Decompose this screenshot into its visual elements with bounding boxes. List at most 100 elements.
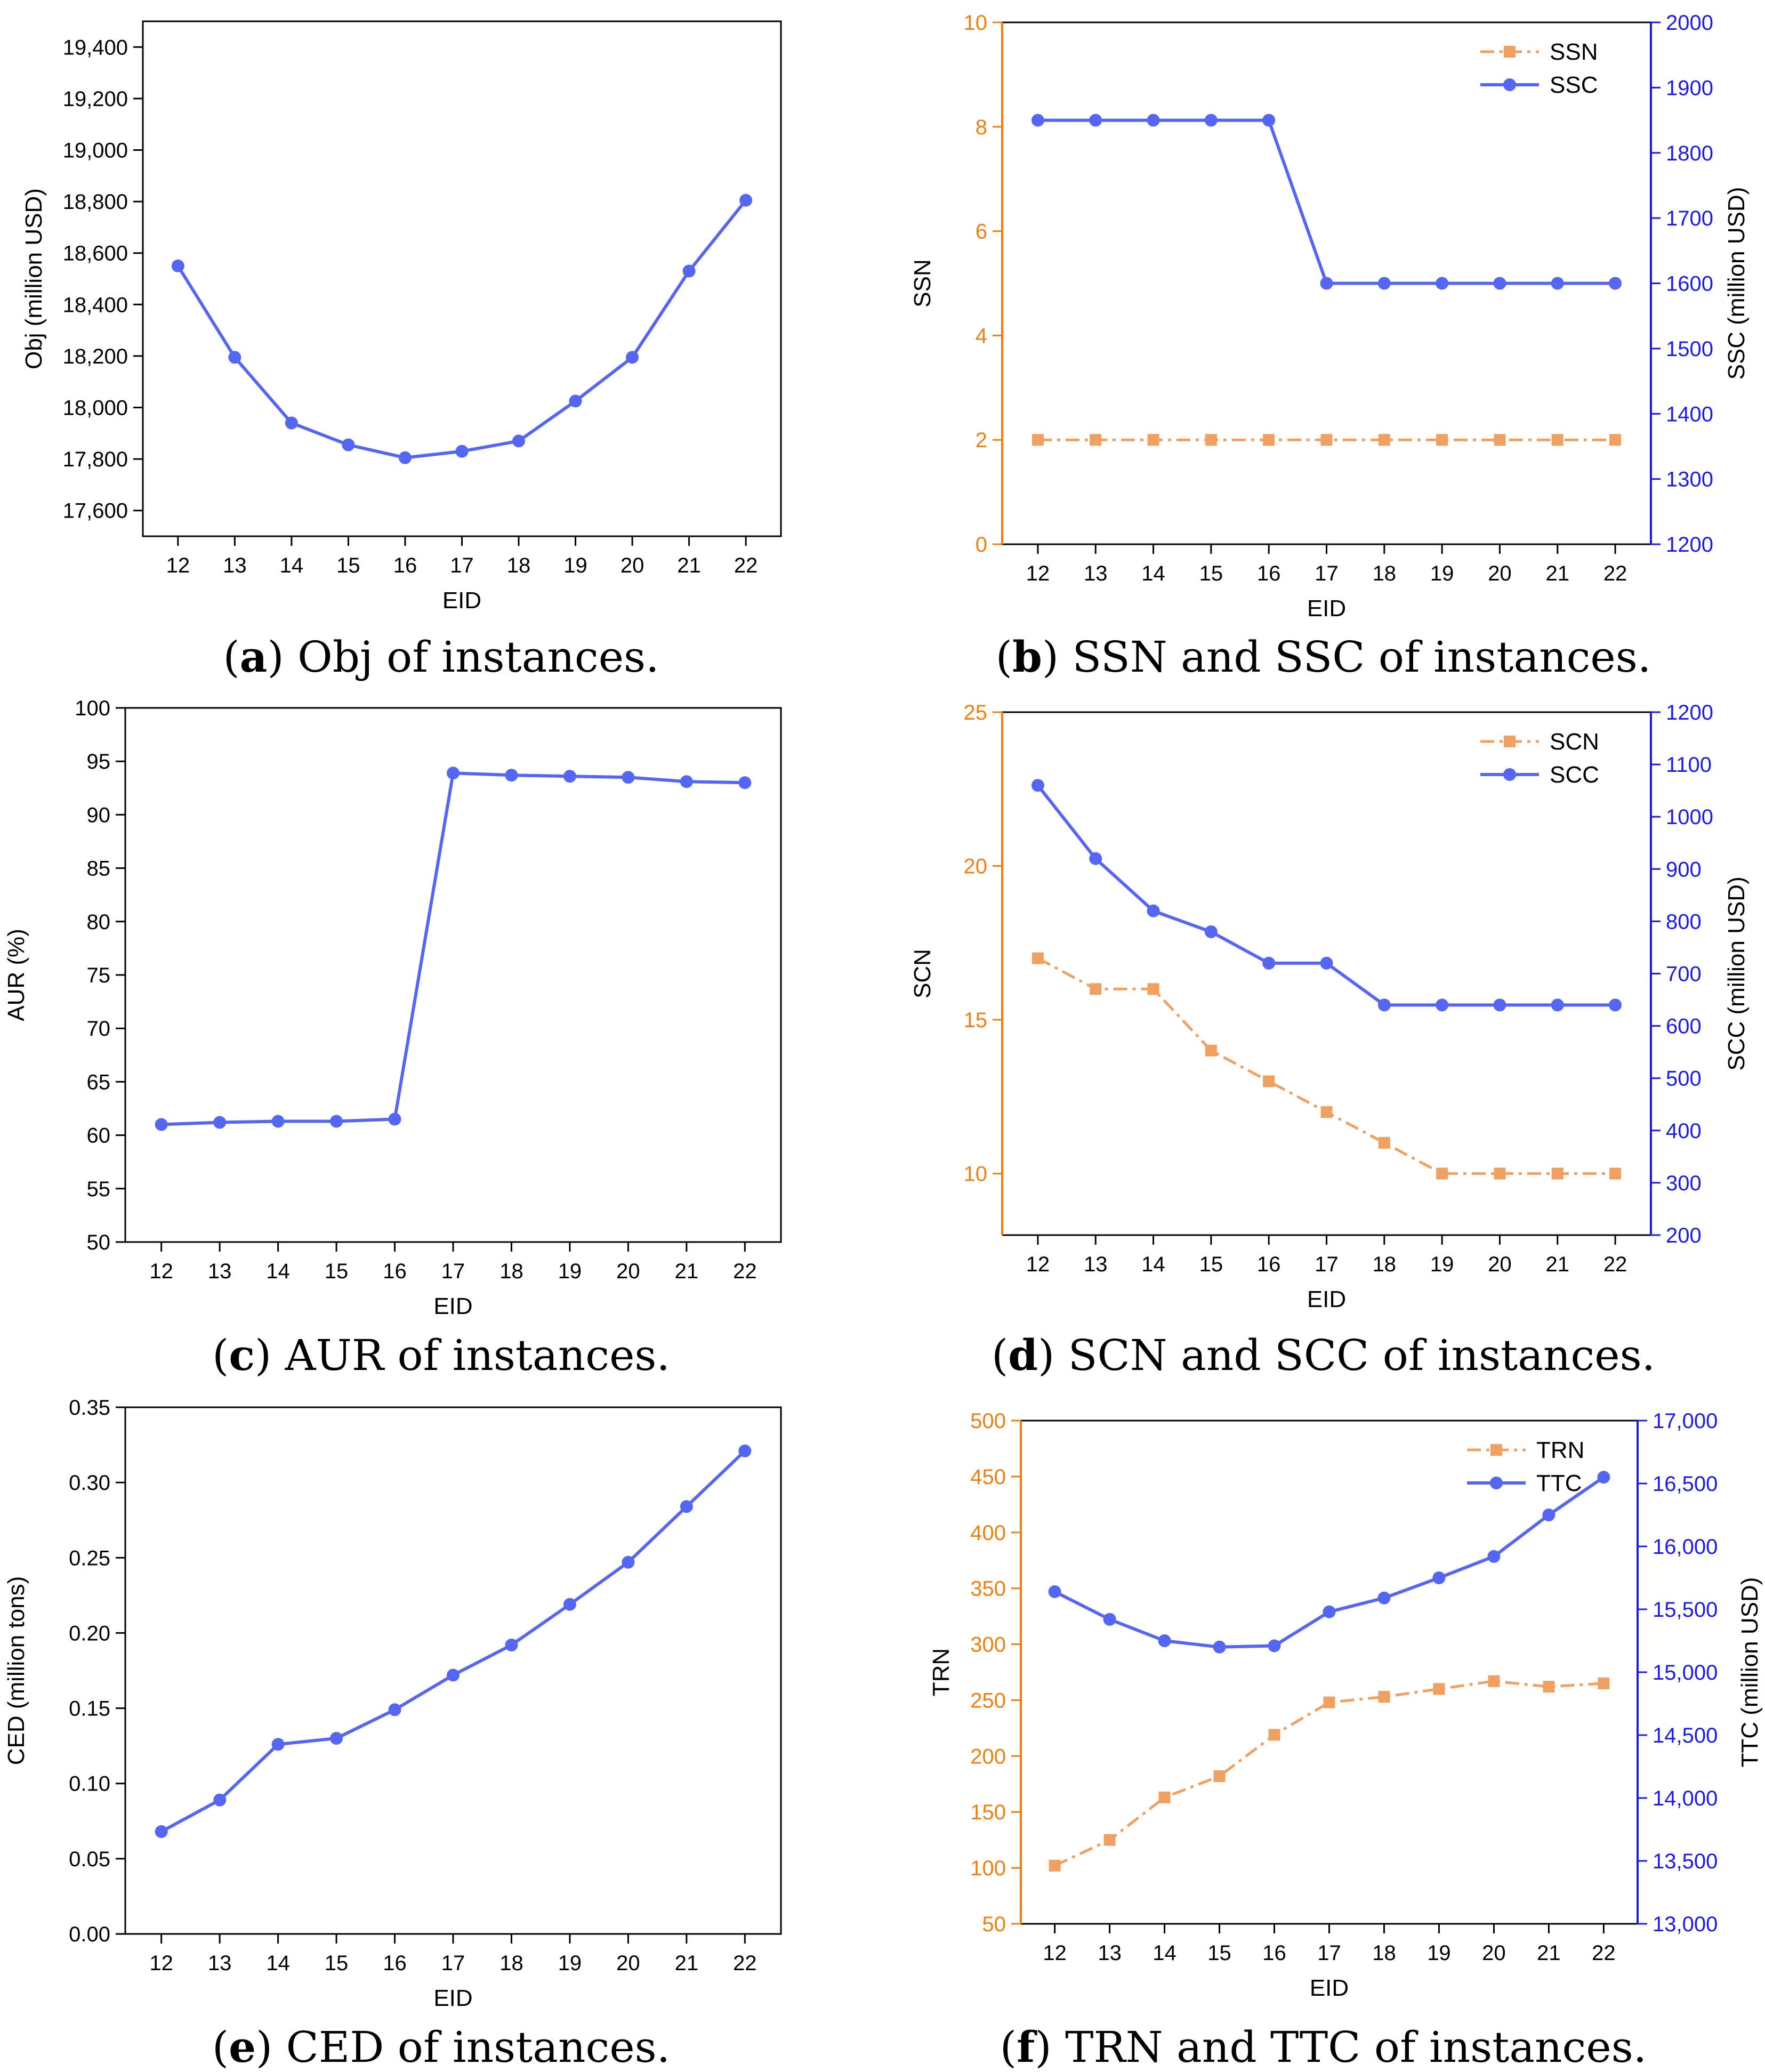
caption-f: (f) TRN and TTC of instances.	[882, 2026, 1764, 2069]
series-line-trn	[1054, 1680, 1604, 1867]
x-tick-label: 18	[499, 1260, 523, 1283]
x-axis-label: EID	[433, 1293, 472, 1319]
data-point-scc	[1147, 904, 1160, 917]
y-tick-label: 0.35	[69, 1396, 110, 1420]
data-point-aur	[213, 1116, 227, 1129]
data-point-scc	[1609, 998, 1622, 1012]
x-tick-label: 15	[1199, 562, 1223, 585]
y-tick-label: 90	[87, 803, 111, 827]
caption-open: (	[991, 1331, 1009, 1380]
y-tick-label: 100	[75, 697, 110, 720]
data-point-ssc	[1377, 277, 1391, 290]
data-point-scn	[1320, 1106, 1333, 1118]
right-y-tick-label: 16,000	[1653, 1535, 1718, 1559]
data-point-obj	[739, 194, 753, 207]
x-tick-label: 17	[450, 554, 474, 577]
x-tick-label: 15	[325, 1260, 349, 1283]
data-point-ttc	[1268, 1639, 1281, 1652]
caption-text: ) SCN and SCC of instances.	[1038, 1331, 1656, 1380]
right-y-tick-label: 900	[1666, 858, 1702, 881]
chart-d: 12 13 14 15 16 17 18 19 20 21 22 EID 10 15 20 25 SCN 200 3…	[909, 701, 1750, 1312]
y-tick-label: 250	[970, 1689, 1006, 1712]
data-point-obj	[228, 351, 241, 364]
x-tick-label: 15	[336, 554, 360, 577]
x-tick-label: 19	[1430, 1253, 1454, 1276]
caption-letter: b	[1012, 632, 1042, 682]
chart-c: 12 13 14 15 16 17 18 19 20 21 22 EID 50 55 60 65 70 75 80 8…	[3, 697, 782, 1319]
x-tick-label: 17	[1315, 1253, 1339, 1276]
data-point-aur	[738, 776, 752, 789]
y-tick-label: 50	[87, 1231, 111, 1254]
right-y-axis-label: SCC (million USD)	[1723, 876, 1750, 1070]
x-tick-label: 13	[208, 1952, 232, 1975]
caption-letter: c	[229, 1330, 255, 1380]
series-line-ttc	[1054, 1476, 1605, 1649]
x-tick-label: 19	[563, 554, 587, 577]
x-tick-label: 16	[383, 1952, 407, 1975]
right-y-axis-label: TTC (million USD)	[1737, 1577, 1763, 1768]
data-point-ssc	[1031, 114, 1044, 127]
series-line-ssc	[1037, 118, 1616, 285]
x-tick-label: 21	[675, 1952, 699, 1975]
y-tick-label: 80	[87, 910, 111, 934]
x-tick-label: 20	[616, 1260, 640, 1283]
right-y-tick-label: 700	[1666, 963, 1702, 986]
data-point-obj	[626, 351, 639, 364]
data-point-ttc	[1103, 1613, 1116, 1626]
legend-marker-trn	[1490, 1444, 1502, 1456]
data-point-ssn	[1320, 434, 1333, 446]
right-y-tick-label: 1900	[1666, 76, 1713, 100]
legend-marker-ssc	[1503, 78, 1516, 91]
data-point-scn	[1551, 1167, 1563, 1180]
data-point-ttc	[1377, 1591, 1391, 1605]
caption-open: (	[212, 1331, 229, 1380]
x-tick-label: 19	[558, 1260, 582, 1283]
data-point-ssc	[1204, 114, 1218, 127]
data-point-scn	[1205, 1044, 1217, 1057]
data-point-ced	[563, 1598, 576, 1611]
x-tick-label: 14	[266, 1952, 290, 1975]
y-tick-label: 17,600	[63, 499, 128, 523]
data-point-aur	[388, 1112, 401, 1126]
chart-f: 12 13 14 15 16 17 18 19 20 21 22 EID 50 100 150 200 250 3…	[928, 1409, 1763, 2001]
right-y-tick-label: 14,500	[1653, 1724, 1718, 1747]
data-point-scn	[1147, 983, 1159, 995]
y-tick-label: 60	[87, 1124, 111, 1148]
y-tick-label: 6	[976, 220, 987, 244]
x-tick-label: 18	[507, 554, 531, 577]
caption-d: (d) SCN and SCC of instances.	[882, 1334, 1764, 1377]
data-point-scc	[1262, 956, 1276, 970]
y-tick-label: 400	[970, 1521, 1006, 1545]
right-y-tick-label: 1200	[1666, 701, 1713, 724]
y-tick-label: 10	[964, 1163, 988, 1186]
x-tick-label: 22	[1592, 1941, 1616, 1965]
data-point-obj	[398, 451, 412, 464]
series-line-ced	[160, 1449, 746, 1833]
series-line-scn	[1037, 957, 1616, 1175]
legend-marker-scn	[1504, 736, 1516, 747]
caption-b: (b) SSN and SSC of instances.	[882, 635, 1764, 679]
right-y-axis-label: SSC (million USD)	[1723, 187, 1750, 380]
x-tick-label: 20	[1488, 1253, 1512, 1276]
caption-a: (a) Obj of instances.	[0, 635, 882, 679]
x-tick-label: 21	[1546, 562, 1570, 585]
y-tick-label: 19,200	[63, 87, 128, 111]
caption-letter: e	[229, 2022, 256, 2072]
x-tick-label: 19	[1430, 562, 1454, 585]
data-point-aur	[155, 1118, 168, 1131]
chart-e: 12 13 14 15 16 17 18 19 20 21 22 EID 0.00 0.05 0.10 0.1…	[3, 1396, 782, 2011]
x-tick-label: 12	[149, 1260, 173, 1283]
data-point-scn	[1609, 1167, 1622, 1180]
data-point-ssn	[1378, 434, 1390, 446]
data-point-ttc	[1597, 1471, 1610, 1484]
y-tick-label: 150	[970, 1801, 1006, 1824]
x-tick-label: 13	[208, 1260, 232, 1283]
x-tick-label: 16	[383, 1260, 407, 1283]
data-point-trn	[1103, 1834, 1116, 1846]
data-point-scn	[1031, 952, 1044, 964]
data-point-ssc	[1436, 277, 1449, 290]
x-tick-label: 18	[1373, 562, 1397, 585]
y-tick-label: 4	[976, 324, 987, 348]
y-tick-label: 8	[976, 116, 987, 139]
